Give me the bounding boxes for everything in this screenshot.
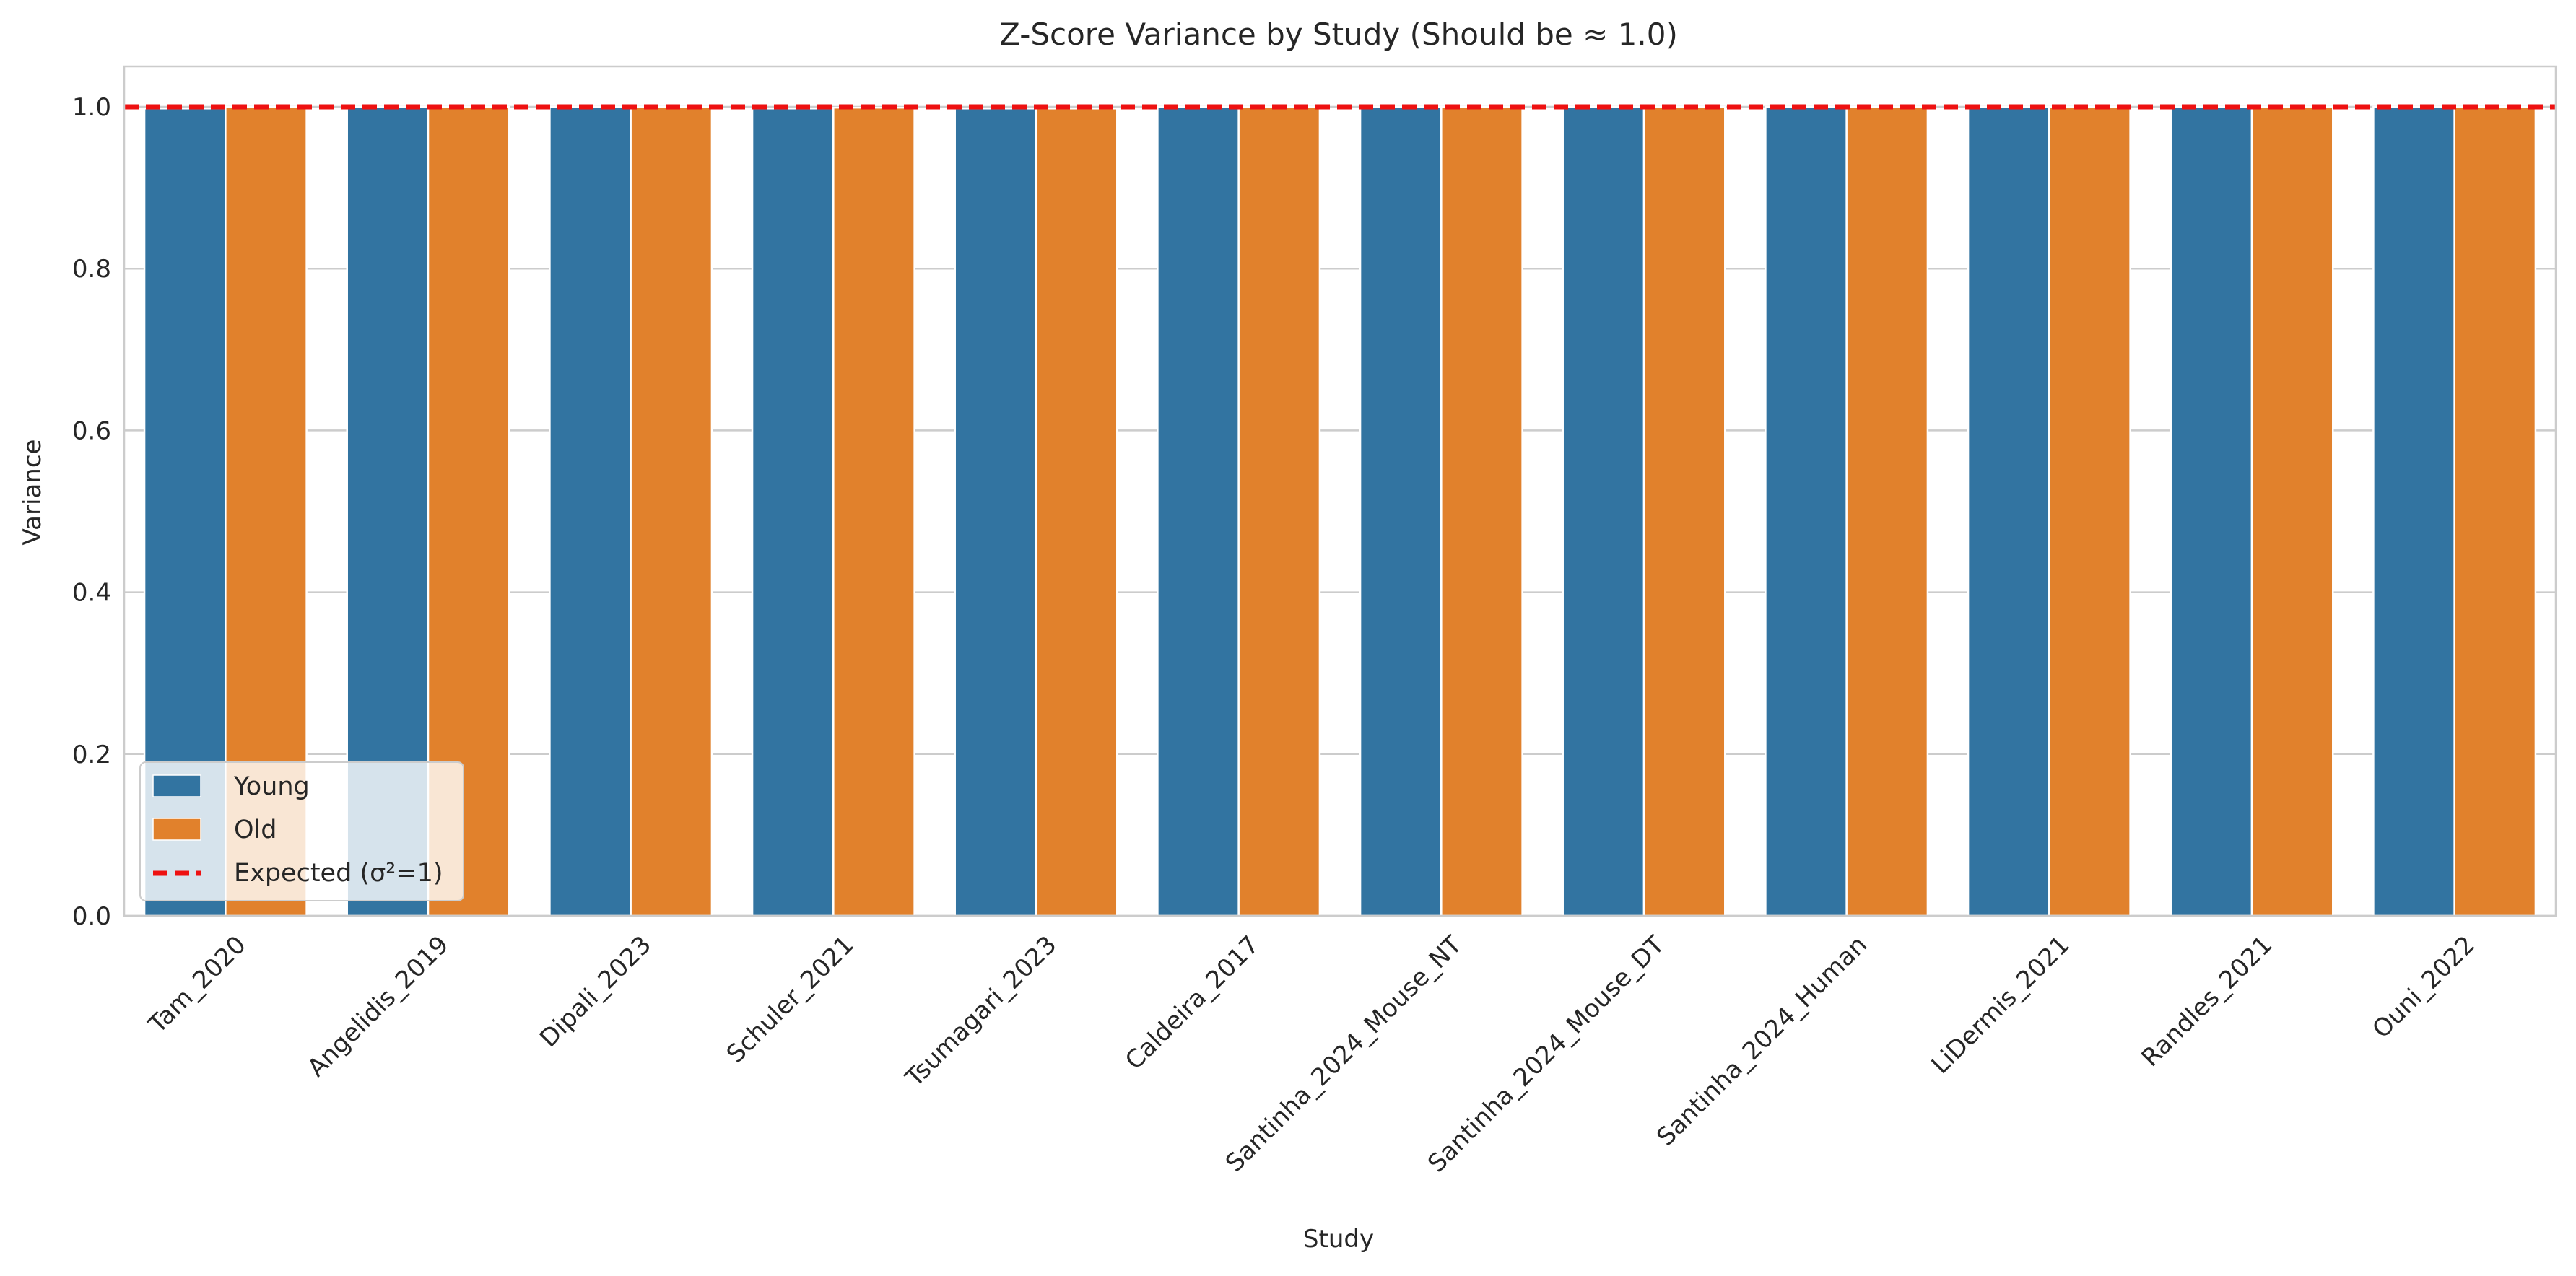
legend-label-young: Young	[233, 772, 310, 801]
bar-old-santinha-2024-mouse-dt	[1642, 105, 1726, 917]
bar-young-santinha-2024-human	[1765, 105, 1848, 917]
bar-young-ouni-2022	[2372, 105, 2455, 917]
y-tick-label: 0.2	[72, 740, 111, 769]
y-tick-label: 0.0	[72, 902, 111, 931]
y-tick-label: 0.4	[72, 579, 111, 608]
plot-frame	[123, 65, 2557, 917]
y-axis-ticks: 0.0 0.2 0.4 0.6 0.8 1.0	[72, 93, 111, 931]
bar-young-dipali-2023	[549, 105, 632, 917]
bar-young-randles-2021	[2170, 105, 2253, 917]
y-tick-label: 1.0	[72, 93, 111, 122]
bar-old-santinha-2024-human	[1845, 105, 1929, 917]
y-tick-label: 0.8	[72, 255, 111, 284]
bar-young-schuler-2021	[751, 108, 835, 917]
legend-swatch-old	[152, 818, 201, 841]
bar-old-schuler-2021	[832, 106, 915, 917]
bar-old-dipali-2023	[630, 105, 713, 917]
bar-old-randles-2021	[2250, 105, 2334, 917]
bar-old-ouni-2022	[2453, 105, 2537, 917]
y-axis-label: Variance	[18, 440, 47, 546]
bar-old-lidermis-2021	[2048, 105, 2131, 917]
chart-title: Z-Score Variance by Study (Should be ≈ 1…	[999, 17, 1678, 52]
bar-young-santinha-2024-mouse-dt	[1562, 105, 1645, 917]
y-tick-label: 0.6	[72, 416, 111, 445]
bar-old-tsumagari-2023	[1035, 108, 1118, 917]
bar-young-santinha-2024-mouse-nt	[1359, 105, 1443, 917]
bar-young-lidermis-2021	[1967, 105, 2050, 917]
bar-old-santinha-2024-mouse-nt	[1440, 105, 1523, 917]
bar-old-caldeira-2017	[1237, 105, 1321, 917]
bar-young-tsumagari-2023	[954, 108, 1037, 917]
legend-label-expected: Expected (σ²=1)	[234, 859, 443, 888]
x-axis-label: Study	[1303, 1225, 1374, 1254]
legend-box	[139, 761, 464, 901]
legend: Young Old Expected (σ²=1)	[139, 761, 464, 901]
bar-young-caldeira-2017	[1157, 105, 1240, 917]
legend-label-old: Old	[234, 816, 277, 844]
legend-swatch-young	[152, 774, 201, 798]
